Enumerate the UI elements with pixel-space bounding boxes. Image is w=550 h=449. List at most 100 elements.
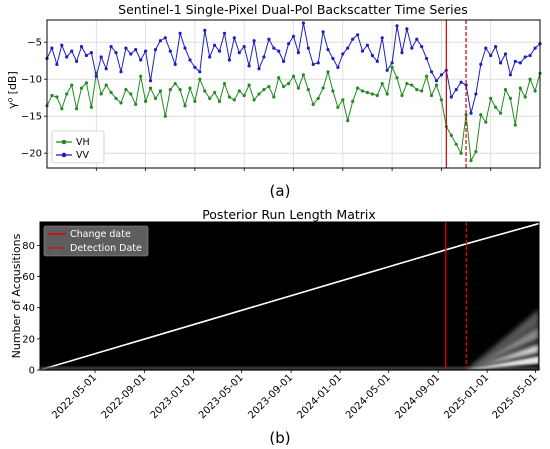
run-length-diagonal-continued xyxy=(466,222,540,245)
series-vh-point xyxy=(316,96,320,100)
series-vh-point xyxy=(484,120,488,124)
series-vv-point xyxy=(193,65,197,69)
chart-a-y-tick-label: −15 xyxy=(21,112,42,123)
chart-a-event-lines xyxy=(445,20,467,168)
series-vh-point xyxy=(301,73,305,77)
chart-b-y-tick-label: 80 xyxy=(22,241,35,252)
series-vh-point xyxy=(252,98,256,102)
chart-b-frame xyxy=(39,221,540,371)
chart-b-legend: Change date Detection Date xyxy=(43,225,149,257)
series-vv-point xyxy=(252,39,256,43)
series-vh-point xyxy=(356,86,360,90)
series-vv-point xyxy=(277,49,281,53)
chart-a-y-tick-label: −10 xyxy=(21,75,42,86)
series-vh-point xyxy=(173,82,177,86)
legend-vv-label: VV xyxy=(76,150,89,161)
series-vv-point xyxy=(489,53,493,58)
legend-vv-marker xyxy=(61,152,67,158)
series-vv-point xyxy=(119,70,123,74)
chart-a-series xyxy=(45,21,542,163)
series-vv-point xyxy=(410,46,414,50)
series-vh-point xyxy=(400,93,404,98)
series-vh-point xyxy=(75,107,79,111)
series-vh-point xyxy=(533,89,537,93)
chart-b-ylabel: Number of Acqusitions xyxy=(10,233,23,358)
series-vh-point xyxy=(499,111,503,115)
series-vh-point xyxy=(508,96,512,100)
legend-change-label: Change date xyxy=(70,229,131,240)
series-vh-point xyxy=(55,95,59,99)
series-vv-point xyxy=(360,49,365,53)
series-vh-point xyxy=(237,89,241,93)
series-vv-point xyxy=(173,62,177,66)
run-length-diagonal xyxy=(39,243,467,371)
series-vv-point xyxy=(134,48,138,52)
series-vv-point xyxy=(89,51,93,55)
series-vv-point xyxy=(183,46,187,50)
chart-a-legend: VH VV xyxy=(51,130,105,164)
series-vv-point xyxy=(291,34,296,38)
series-vv-point xyxy=(439,73,443,77)
series-vh-point xyxy=(60,107,64,111)
series-vh-point xyxy=(153,96,158,100)
series-vh-point xyxy=(351,99,355,103)
chart-b-x-tick-label: 2023-01-01 xyxy=(149,372,198,421)
series-vh-point xyxy=(425,74,429,78)
series-vh-point xyxy=(395,76,399,80)
series-vv-point xyxy=(311,62,315,66)
series-vh-point xyxy=(104,83,108,87)
low-run-length-band xyxy=(40,366,539,370)
series-vv-point xyxy=(528,53,532,58)
series-vv-point xyxy=(232,36,236,40)
series-vv-point xyxy=(331,56,335,61)
series-vv-point xyxy=(144,49,148,53)
series-vv-point xyxy=(60,43,64,47)
chart-b-title: Posterior Run Length Matrix xyxy=(202,207,376,222)
series-vh-point xyxy=(203,89,207,93)
series-vv-point xyxy=(114,51,118,55)
series-vh-point xyxy=(79,86,84,90)
series-vv-point xyxy=(296,51,300,55)
series-vh-point xyxy=(365,90,369,95)
series-vv-point xyxy=(109,45,113,49)
series-vh-point xyxy=(469,159,473,163)
series-vv-point xyxy=(301,21,305,25)
chart-b-x-tick-label: 2024-09-01 xyxy=(393,372,442,421)
series-vh-point xyxy=(291,74,296,78)
series-vh-point xyxy=(188,86,192,90)
series-vh-point xyxy=(375,93,379,98)
series-vh-point xyxy=(528,77,532,81)
series-vv-point xyxy=(208,55,212,59)
series-vv-point xyxy=(533,46,537,50)
series-vv-point xyxy=(405,27,409,31)
series-vv-point xyxy=(242,45,246,49)
series-vv-point xyxy=(99,55,103,59)
legend-detection-label: Detection Date xyxy=(70,243,142,254)
series-vv-point xyxy=(390,61,394,65)
series-vv-point xyxy=(267,37,271,41)
series-vh-point xyxy=(287,82,291,86)
series-vv-point xyxy=(336,65,340,69)
series-vh-point xyxy=(242,93,246,98)
series-vh-point xyxy=(331,89,335,93)
chart-a-y-tick-label: −5 xyxy=(27,38,42,49)
series-vv-point xyxy=(148,79,153,83)
series-vv-point xyxy=(395,24,399,28)
chart-a-y-ticks: −20 −15 −10 −5 xyxy=(21,38,47,160)
panel-a-label: (a) xyxy=(270,182,291,200)
series-vv-point xyxy=(484,46,488,50)
legend-vh-label: VH xyxy=(76,137,90,148)
chart-b-x-tick-label: 2024-01-01 xyxy=(295,372,344,421)
series-vh-point xyxy=(503,88,508,92)
series-vh-point xyxy=(311,102,315,106)
series-vh-point xyxy=(464,113,468,117)
series-vv-point xyxy=(158,39,162,43)
series-vv-point xyxy=(262,55,266,59)
series-vv-point xyxy=(459,80,463,84)
series-vv-point xyxy=(79,45,84,49)
series-vv-point xyxy=(356,33,360,37)
series-vv-point xyxy=(503,52,508,56)
series-vh-point xyxy=(360,89,365,93)
series-vv-point xyxy=(351,37,355,41)
chart-a-frame xyxy=(46,19,541,169)
